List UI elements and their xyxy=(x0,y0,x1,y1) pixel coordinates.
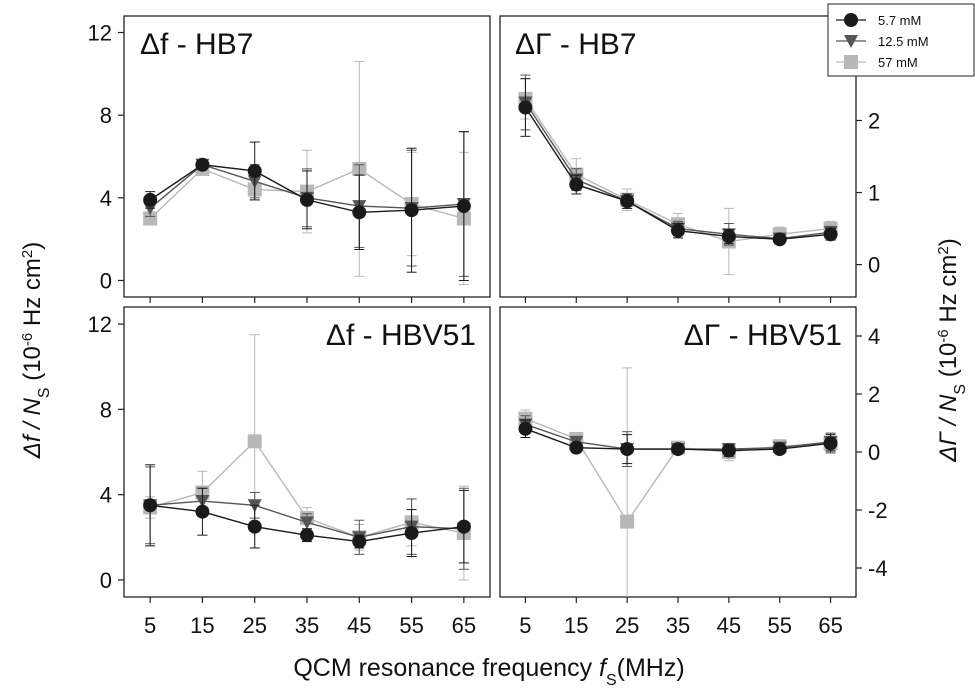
legend-marker xyxy=(844,55,858,69)
data-point xyxy=(456,199,471,214)
data-point xyxy=(247,163,262,178)
legend-entry: 57 mM xyxy=(836,55,918,70)
data-point xyxy=(352,205,367,220)
data-point xyxy=(772,442,787,457)
data-point xyxy=(823,436,838,451)
x-tick-label: 35 xyxy=(666,613,690,638)
data-point xyxy=(247,434,262,449)
x-tick-label: 25 xyxy=(615,613,639,638)
series-1 xyxy=(518,78,838,247)
data-point xyxy=(569,177,584,192)
legend-marker xyxy=(844,35,858,48)
panel-title: Δf - HBV51 xyxy=(326,319,476,352)
series-1 xyxy=(143,464,471,564)
x-tick-label: 25 xyxy=(242,613,266,638)
data-point xyxy=(143,211,158,226)
y-tick-label: 8 xyxy=(100,397,112,422)
data-point xyxy=(518,421,533,436)
legend-label: 5.7 mM xyxy=(878,13,921,28)
data-point xyxy=(143,192,158,207)
y-axis-label-left: Δf / NS (10-6 Hz cm2) xyxy=(19,242,53,460)
data-point xyxy=(569,440,584,455)
data-point xyxy=(620,442,635,457)
legend-label: 57 mM xyxy=(878,55,918,70)
x-tick-label: 5 xyxy=(519,613,531,638)
panel-data xyxy=(518,367,838,597)
data-point xyxy=(823,227,838,242)
series-2 xyxy=(143,466,471,570)
x-tick-label: 15 xyxy=(190,613,214,638)
x-tick-label: 35 xyxy=(295,613,319,638)
panel-data xyxy=(143,60,471,286)
y-tick-label: 12 xyxy=(88,312,112,337)
data-point xyxy=(721,229,736,244)
data-point xyxy=(772,232,787,247)
legend-entry: 12.5 mM xyxy=(836,34,929,49)
x-tick-label: 55 xyxy=(399,613,423,638)
y-tick-label: -4 xyxy=(868,556,888,581)
data-point xyxy=(143,498,158,513)
data-point xyxy=(518,100,533,115)
y-tick-label: 4 xyxy=(868,324,880,349)
panel-title: ΔΓ - HB7 xyxy=(515,28,637,61)
data-point xyxy=(300,192,314,207)
series-3 xyxy=(143,334,471,581)
panel-2: 0 1 2 ΔΓ - HB7 xyxy=(499,15,880,303)
data-point xyxy=(352,534,367,549)
series-3 xyxy=(518,78,838,276)
data-point xyxy=(300,528,314,543)
x-tick-label: 45 xyxy=(717,613,741,638)
data-point xyxy=(456,519,471,534)
x-tick-label: 65 xyxy=(818,613,842,638)
y-tick-label: 0 xyxy=(100,568,112,593)
x-tick-label: 45 xyxy=(347,613,371,638)
y-tick-label: 0 xyxy=(100,268,112,293)
panel-title: Δf - HB7 xyxy=(140,28,253,61)
panel-title: ΔΓ - HBV51 xyxy=(684,319,842,352)
panel-data xyxy=(518,74,838,276)
data-point xyxy=(721,443,736,458)
data-point xyxy=(620,194,635,209)
y-tick-label: -2 xyxy=(868,498,888,523)
y-axis-label-right: ΔΓ / NS (10-6 Hz cm2) xyxy=(935,238,969,463)
data-point xyxy=(620,514,635,529)
y-tick-label: 0 xyxy=(868,253,880,278)
series-1 xyxy=(518,419,838,465)
legend-entry: 5.7 mM xyxy=(836,13,921,28)
y-tick-label: 2 xyxy=(868,382,880,407)
data-point xyxy=(195,504,210,519)
x-tick-label: 15 xyxy=(564,613,588,638)
data-point xyxy=(247,519,262,534)
legend: 5.7 mM 12.5 mM 57 mM xyxy=(827,3,975,77)
data-point xyxy=(195,157,210,172)
data-point xyxy=(671,442,685,457)
y-tick-label: 4 xyxy=(100,186,112,211)
data-point xyxy=(300,516,314,530)
y-tick-label: 1 xyxy=(868,181,880,206)
y-tick-label: 0 xyxy=(868,440,880,465)
legend-marker xyxy=(844,13,858,27)
panel-3: 0 4 8 12 5 15 25 35 45 55 65 Δf - HBV51 xyxy=(88,306,491,638)
y-tick-label: 4 xyxy=(100,483,112,508)
panel-1: 0 4 8 12 Δf - HB7 xyxy=(88,15,491,303)
data-point xyxy=(404,203,419,218)
y-tick-label: 12 xyxy=(88,21,112,46)
x-tick-label: 5 xyxy=(144,613,156,638)
data-point xyxy=(404,526,419,541)
x-tick-label: 65 xyxy=(452,613,476,638)
panel-data xyxy=(143,334,471,581)
series-1 xyxy=(143,131,471,281)
legend-label: 12.5 mM xyxy=(878,34,929,49)
x-tick-label: 55 xyxy=(767,613,791,638)
x-axis-label: QCM resonance frequency fS(MHz) xyxy=(293,654,684,689)
data-point xyxy=(671,223,685,238)
y-tick-label: 2 xyxy=(868,108,880,133)
y-tick-label: 8 xyxy=(100,103,112,128)
